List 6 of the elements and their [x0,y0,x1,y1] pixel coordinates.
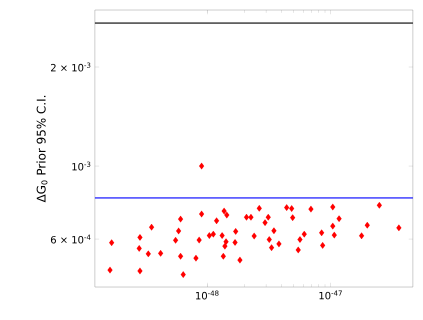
x-tick-label: 10$^{-48}$ [196,290,219,300]
x-tick-label: 10$^{-47}$ [319,290,342,300]
y-tick-label: 6 × 10$^{-4}$ [50,234,91,244]
y-axis-title: ΔG$_{0}$ Prior 95% C.I. [36,96,48,202]
y-tick-label: 2 × 10$^{-3}$ [50,62,90,72]
y-tick-label: 10$^{-3}$ [72,162,90,171]
